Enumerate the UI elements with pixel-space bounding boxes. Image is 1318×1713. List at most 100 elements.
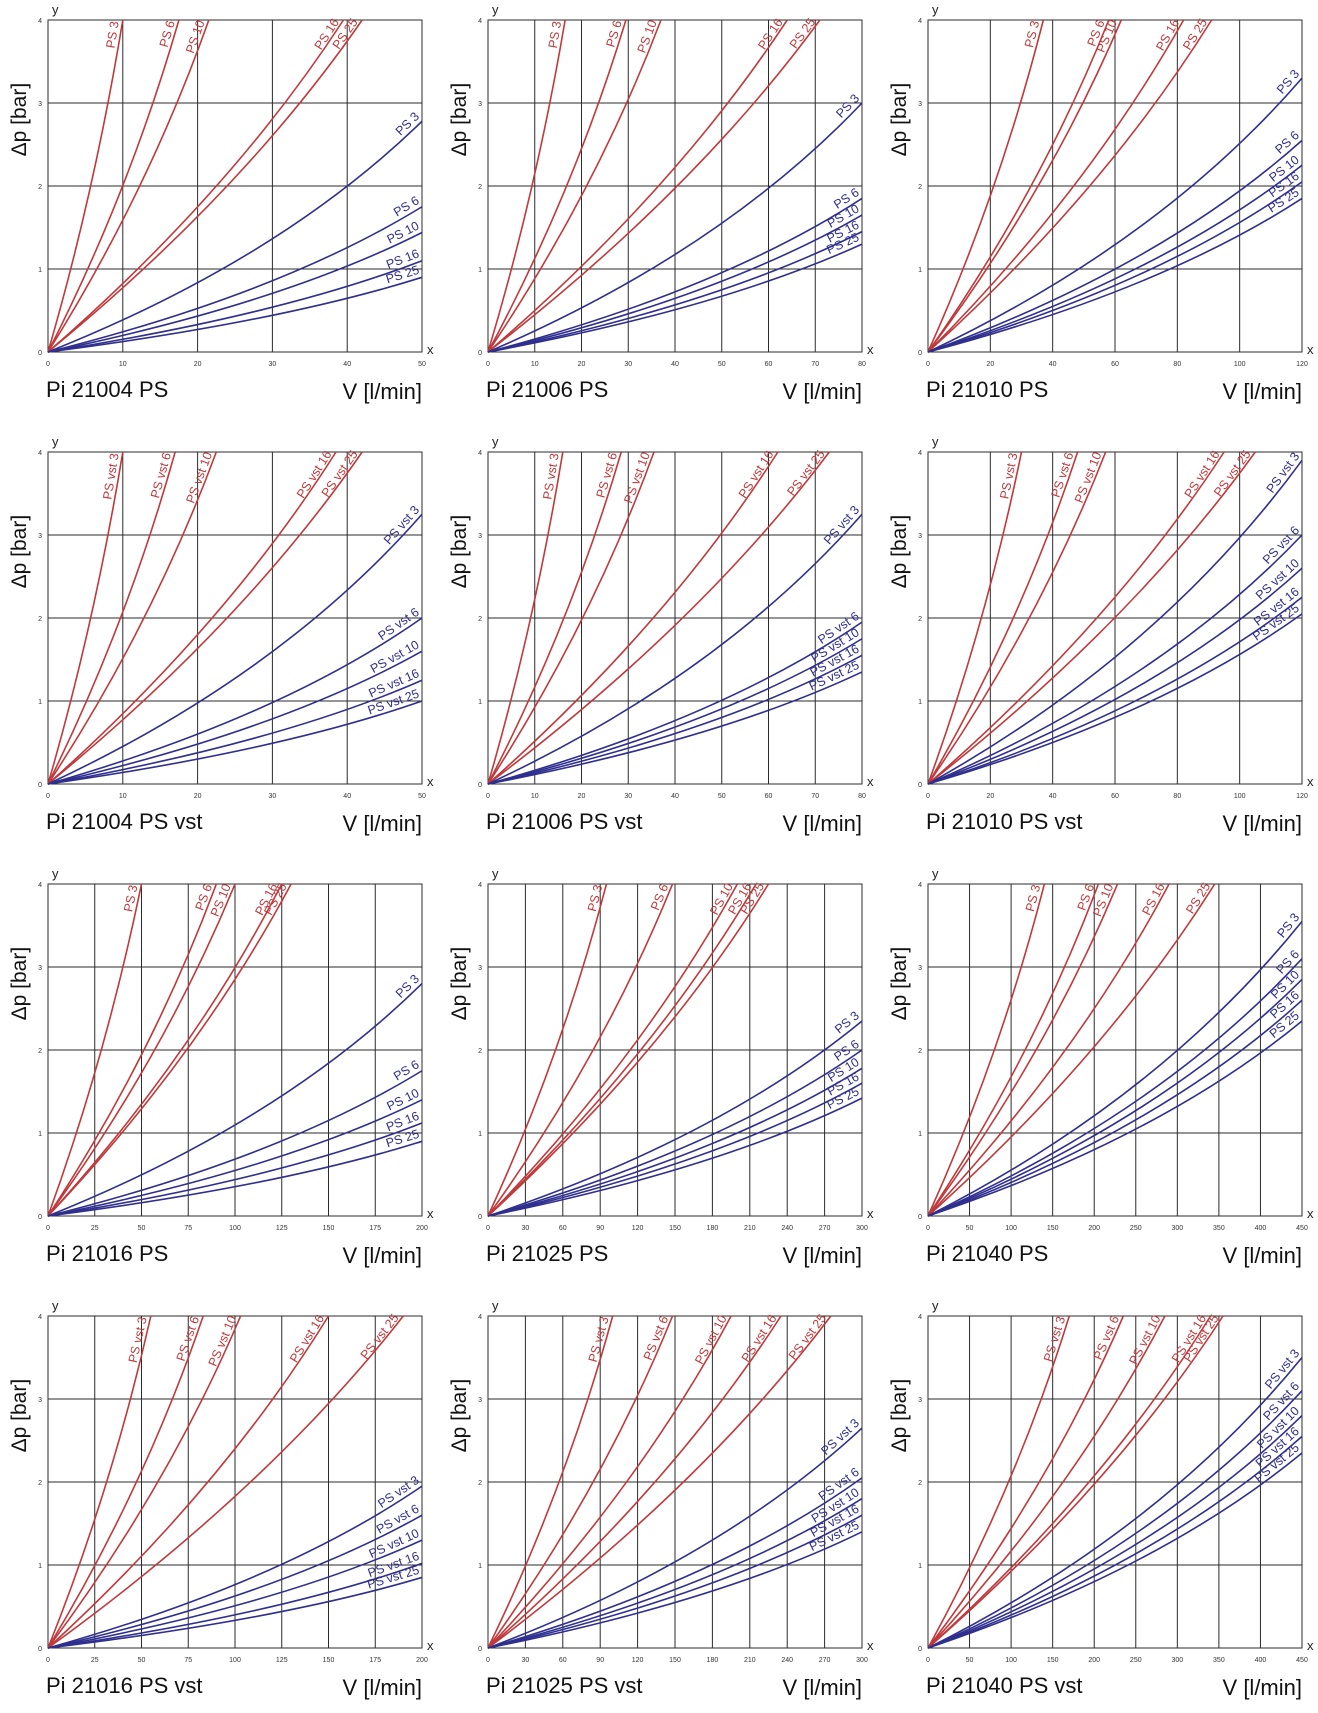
y-tick-label: 3 xyxy=(478,101,482,108)
y-tick-label: 3 xyxy=(38,1397,42,1404)
series-label: PS vst 16 xyxy=(287,1312,327,1365)
y-tick-label: 2 xyxy=(918,184,922,191)
x-tick-label: 40 xyxy=(343,361,351,368)
x-tick-label: 40 xyxy=(671,793,679,800)
series-line-blue xyxy=(47,650,423,785)
x-tick-label: 70 xyxy=(811,793,819,800)
x-tick-label: 100 xyxy=(1234,361,1246,368)
chart-title: Pi 21010 PS xyxy=(926,377,1048,402)
x-tick-label: 75 xyxy=(184,1657,192,1664)
x-tick-label: 175 xyxy=(369,1657,381,1664)
y-tick-label: 3 xyxy=(918,1397,922,1404)
y-tick-label: 3 xyxy=(918,965,922,972)
series-line-blue xyxy=(47,276,423,353)
series-label: PS vst 10 xyxy=(206,1314,240,1369)
series-line-red xyxy=(487,883,770,1217)
series-line-blue xyxy=(487,671,863,785)
y-tick-label: 3 xyxy=(918,101,922,108)
series-label: PS vst 16 xyxy=(736,448,777,501)
y-tick-label: 0 xyxy=(918,1214,922,1221)
y-tick-label: 4 xyxy=(38,882,42,889)
x-tick-label: 50 xyxy=(966,1225,974,1232)
series-line-blue xyxy=(47,1122,423,1217)
y-axis-label: Δp [bar] xyxy=(888,1379,911,1453)
x-tick-label: 300 xyxy=(856,1657,868,1664)
x-axis-label: V [l/min] xyxy=(343,1675,422,1700)
y-tick-label: 2 xyxy=(478,1480,482,1487)
x-tick-label: 0 xyxy=(46,793,50,800)
series-line-blue xyxy=(927,534,1303,785)
x-tick-label: 240 xyxy=(781,1225,793,1232)
series-line-blue xyxy=(47,679,423,785)
series-line-blue xyxy=(927,596,1303,785)
x-tick-label: 0 xyxy=(486,793,490,800)
x-axis-letter: x xyxy=(867,774,874,789)
series-line-red xyxy=(47,1315,242,1649)
chart-panel: 0 10 20 30 40 50 60 70 80 0 1 2 3 4 x y Δp [bar] Pi 21006… xyxy=(448,2,874,404)
y-tick-label: 4 xyxy=(918,450,922,457)
x-tick-label: 25 xyxy=(91,1657,99,1664)
x-tick-label: 10 xyxy=(531,793,539,800)
series-line-blue xyxy=(47,120,423,353)
x-tick-label: 210 xyxy=(744,1225,756,1232)
series-label: PS vst 16 xyxy=(739,1312,780,1365)
series-label: PS vst 3 xyxy=(126,1316,150,1365)
x-tick-label: 200 xyxy=(1088,1657,1100,1664)
x-tick-label: 400 xyxy=(1255,1657,1267,1664)
x-tick-label: 200 xyxy=(416,1225,428,1232)
series-line-blue xyxy=(487,1531,863,1649)
x-axis-label: V [l/min] xyxy=(343,1243,422,1268)
chart-panel: 0 10 20 30 40 50 0 1 2 3 4 x y Δp [bar] Pi 21004 PS V [… xyxy=(8,2,434,404)
series-line-red xyxy=(47,883,143,1217)
x-axis-letter: x xyxy=(427,1638,434,1653)
series-line-red xyxy=(927,451,1079,785)
y-tick-label: 4 xyxy=(918,18,922,25)
chart-title: Pi 21006 PS vst xyxy=(486,809,643,834)
series-label: PS vst 10 xyxy=(183,450,215,505)
series-line-red xyxy=(927,883,1119,1217)
x-tick-label: 120 xyxy=(1296,793,1308,800)
series-line-red xyxy=(487,451,830,785)
series-line-red xyxy=(927,451,1107,785)
y-tick-label: 0 xyxy=(918,1646,922,1653)
series-label: PS vst 6 xyxy=(174,1314,202,1363)
series-line-red xyxy=(47,19,210,353)
y-tick-label: 3 xyxy=(478,533,482,540)
y-tick-label: 2 xyxy=(918,1480,922,1487)
y-axis-label: Δp [bar] xyxy=(8,1379,31,1453)
y-axis-letter: y xyxy=(492,434,499,449)
y-tick-label: 1 xyxy=(478,267,482,274)
series-line-red xyxy=(47,1315,404,1649)
x-tick-label: 40 xyxy=(343,793,351,800)
y-tick-label: 2 xyxy=(478,1048,482,1055)
series-line-blue xyxy=(927,164,1303,353)
x-tick-label: 80 xyxy=(858,361,866,368)
x-axis-label: V [l/min] xyxy=(1223,1243,1302,1268)
chart-title: Pi 21004 PS xyxy=(46,377,168,402)
x-tick-label: 350 xyxy=(1213,1657,1225,1664)
series-label: PS vst 3 xyxy=(381,503,422,547)
x-tick-label: 75 xyxy=(184,1225,192,1232)
series-label: PS 10 xyxy=(183,18,208,55)
y-tick-label: 4 xyxy=(38,450,42,457)
series-line-red xyxy=(487,1315,832,1649)
x-axis-letter: x xyxy=(867,1638,874,1653)
x-tick-label: 60 xyxy=(1111,361,1119,368)
plot-frame xyxy=(927,883,1303,1217)
x-tick-label: 20 xyxy=(194,361,202,368)
x-axis-label: V [l/min] xyxy=(783,379,862,404)
series-label: PS 3 xyxy=(546,20,564,49)
y-axis-letter: y xyxy=(932,434,939,449)
chart-panel: 0 10 20 30 40 50 0 1 2 3 4 x y Δp [bar] Pi 21004 PS vs… xyxy=(8,434,434,836)
y-tick-label: 1 xyxy=(38,1563,42,1570)
series-line-red xyxy=(487,1315,782,1649)
y-axis-letter: y xyxy=(52,1298,59,1313)
y-tick-label: 1 xyxy=(918,699,922,706)
chart-title: Pi 21025 PS xyxy=(486,1241,608,1266)
chart-panel: 0 30 60 90 120 150 180 210 240 270 300 0 1 2 3 4 x y Δp [b… xyxy=(448,1298,874,1700)
x-tick-label: 400 xyxy=(1255,1225,1267,1232)
y-tick-label: 1 xyxy=(38,1131,42,1138)
y-tick-label: 4 xyxy=(38,18,42,25)
series-label: PS 3 xyxy=(121,884,140,913)
